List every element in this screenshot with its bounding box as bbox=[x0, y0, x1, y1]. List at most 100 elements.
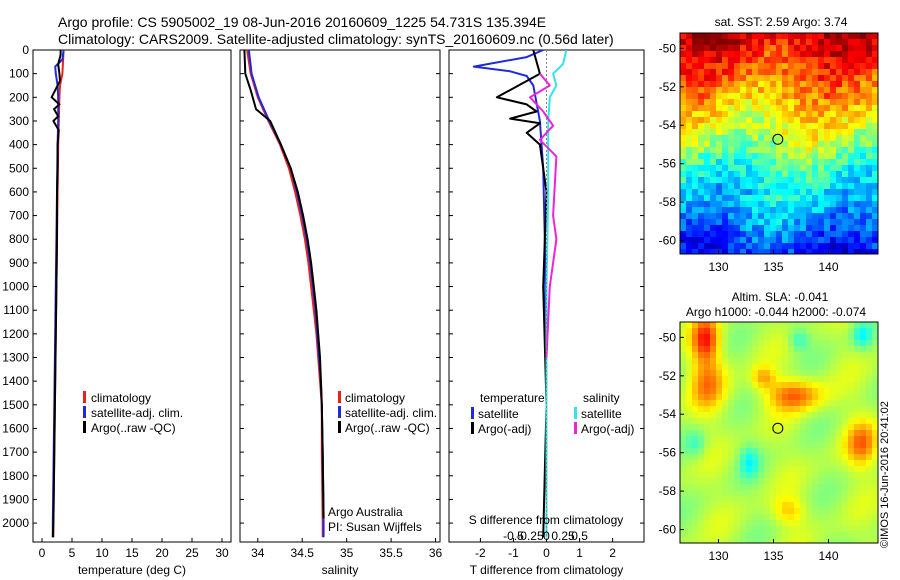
map-cell bbox=[842, 225, 849, 232]
map-cell bbox=[818, 87, 825, 94]
map-cell bbox=[782, 370, 789, 377]
map-cell bbox=[770, 99, 777, 106]
map-cell bbox=[824, 81, 831, 88]
map-cell bbox=[734, 466, 741, 473]
map-cell bbox=[710, 340, 717, 347]
map-cell bbox=[836, 165, 843, 172]
map-cell bbox=[872, 225, 878, 232]
map-cell bbox=[716, 322, 723, 329]
map-cell bbox=[806, 147, 813, 154]
map-cell bbox=[836, 69, 843, 76]
map-cell bbox=[842, 111, 849, 118]
map-cell bbox=[860, 490, 867, 497]
map-cell bbox=[830, 33, 837, 40]
map-cell bbox=[794, 51, 801, 58]
map-cell bbox=[716, 442, 723, 449]
annotation-text: Argo Australia bbox=[328, 505, 403, 519]
map-cell bbox=[686, 418, 693, 425]
map-cell bbox=[818, 45, 825, 52]
map-cell bbox=[800, 213, 807, 220]
map-cell bbox=[866, 171, 873, 178]
map-cell bbox=[776, 135, 783, 142]
map-cell bbox=[806, 75, 813, 82]
map-cell bbox=[746, 93, 753, 100]
map-cell bbox=[818, 334, 825, 341]
map-cell bbox=[734, 334, 741, 341]
map-cell bbox=[698, 213, 705, 220]
map-cell bbox=[872, 33, 878, 40]
climatology-subtitle: Climatology: CARS2009. Satellite-adjuste… bbox=[58, 31, 614, 47]
map-cell bbox=[680, 502, 687, 509]
map-cell bbox=[836, 502, 843, 509]
map-cell bbox=[752, 111, 759, 118]
map-cell bbox=[776, 219, 783, 226]
map-cell bbox=[800, 93, 807, 100]
map-cell bbox=[734, 231, 741, 238]
map-cell bbox=[800, 490, 807, 497]
map-cell bbox=[692, 346, 699, 353]
map-cell bbox=[710, 538, 717, 543]
map-cell bbox=[848, 81, 855, 88]
map-cell bbox=[710, 442, 717, 449]
map-cell bbox=[806, 177, 813, 184]
map-cell bbox=[698, 111, 705, 118]
map-cell bbox=[854, 472, 861, 479]
map-cell bbox=[794, 430, 801, 437]
map-cell bbox=[812, 183, 819, 190]
map-cell bbox=[812, 171, 819, 178]
map-cell bbox=[854, 87, 861, 94]
map-cell bbox=[854, 123, 861, 130]
map-cell bbox=[782, 93, 789, 100]
map-cell bbox=[854, 430, 861, 437]
map-cell bbox=[716, 45, 723, 52]
map-cell bbox=[866, 249, 873, 254]
map-cell bbox=[710, 352, 717, 359]
map-cell bbox=[776, 93, 783, 100]
map-cell bbox=[716, 177, 723, 184]
annotation-text: PI: Susan Wijffels bbox=[328, 520, 422, 534]
map-cell bbox=[758, 436, 765, 443]
map-cell bbox=[842, 334, 849, 341]
map-cell bbox=[866, 358, 873, 365]
map-cell bbox=[746, 322, 753, 329]
map-cell bbox=[728, 183, 735, 190]
map-cell bbox=[818, 225, 825, 232]
map-cell bbox=[740, 87, 747, 94]
map-cell bbox=[800, 219, 807, 226]
map-cell bbox=[782, 111, 789, 118]
map-cell bbox=[740, 364, 747, 371]
map-cell bbox=[758, 514, 765, 521]
map-cell bbox=[818, 364, 825, 371]
map-cell bbox=[842, 249, 849, 254]
map-cell bbox=[806, 496, 813, 503]
map-cell bbox=[770, 159, 777, 166]
map-cell bbox=[788, 51, 795, 58]
map-cell bbox=[764, 231, 771, 238]
map-cell bbox=[848, 370, 855, 377]
map-cell bbox=[752, 99, 759, 106]
map-cell bbox=[860, 448, 867, 455]
map-cell bbox=[848, 51, 855, 58]
map-cell bbox=[728, 123, 735, 130]
lon-tick-label: 140 bbox=[818, 260, 838, 274]
map-cell bbox=[776, 406, 783, 413]
map-cell bbox=[698, 520, 705, 527]
map-cell bbox=[818, 424, 825, 431]
map-cell bbox=[680, 376, 687, 383]
map-cell bbox=[806, 171, 813, 178]
map-cell bbox=[722, 442, 729, 449]
map-cell bbox=[830, 514, 837, 521]
map-cell bbox=[752, 45, 759, 52]
map-cell bbox=[806, 538, 813, 543]
map-cell bbox=[812, 412, 819, 419]
map-cell bbox=[872, 117, 878, 124]
map-cell bbox=[824, 352, 831, 359]
map-cell bbox=[770, 418, 777, 425]
map-cell bbox=[740, 514, 747, 521]
map-cell bbox=[740, 496, 747, 503]
map-cell bbox=[788, 460, 795, 467]
map-cell bbox=[836, 322, 843, 329]
map-cell bbox=[830, 195, 837, 202]
map-cell bbox=[818, 39, 825, 46]
map-cell bbox=[710, 105, 717, 112]
